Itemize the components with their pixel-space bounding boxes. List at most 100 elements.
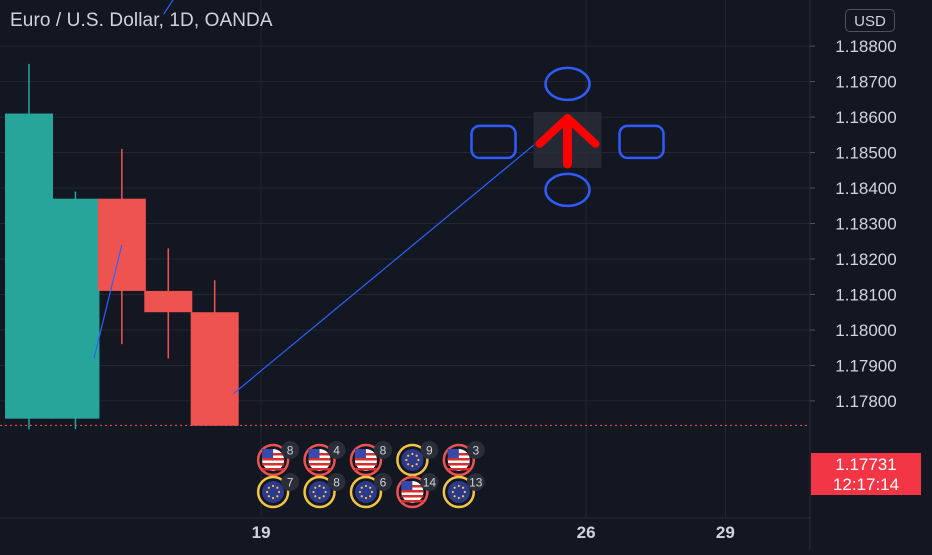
eu-flag-icon xyxy=(447,481,470,503)
currency-button[interactable]: USD xyxy=(845,9,895,32)
axes: 1.18800 1.18700 1.18600 1.18500 1.18400 1.183… xyxy=(0,0,897,550)
resize-handle[interactable] xyxy=(470,124,517,160)
symbol-title[interactable]: Euro / U.S. Dollar, 1D, OANDA xyxy=(10,10,273,31)
flag-star xyxy=(407,463,410,466)
event-marker: 4 xyxy=(303,441,346,477)
flag-stripe xyxy=(447,468,470,471)
eu-flag-icon xyxy=(401,449,424,471)
flag-star xyxy=(278,490,281,494)
event-marker: 8 xyxy=(303,473,346,509)
flag-stripe xyxy=(401,495,424,498)
eu-flag-icon xyxy=(262,481,285,503)
eu-flag-icon xyxy=(354,481,377,503)
y-tick-label: 1.17800 xyxy=(835,392,896,411)
x-tick-label: 26 xyxy=(577,523,596,542)
flag-star xyxy=(318,496,321,500)
bar-countdown: 12:17:14 xyxy=(832,475,900,494)
flag-star xyxy=(364,496,368,500)
flag-star xyxy=(369,486,372,489)
flag-stripe xyxy=(401,490,424,493)
flag-star xyxy=(322,495,325,498)
candle-body xyxy=(5,113,53,419)
flag-star xyxy=(453,486,456,489)
last-price-value: 1.17731 xyxy=(835,455,897,474)
event-count: 4 xyxy=(333,444,340,458)
trend-line xyxy=(163,0,174,15)
flag-star xyxy=(415,463,418,466)
y-tick-label: 1.18300 xyxy=(835,215,896,234)
flag-star xyxy=(276,495,279,498)
event-marker: 6 xyxy=(349,473,392,509)
flag-star xyxy=(411,464,414,468)
flag-star xyxy=(314,486,317,489)
flag-star xyxy=(360,495,363,498)
y-tick-label: 1.18200 xyxy=(835,250,896,269)
y-tick-label: 1.18000 xyxy=(835,321,896,340)
flag-stripe xyxy=(354,463,377,466)
resize-handle[interactable] xyxy=(544,172,591,208)
flag-star xyxy=(417,458,420,462)
flag-star xyxy=(457,484,460,488)
y-tick-label: 1.18500 xyxy=(835,144,896,163)
flag-star xyxy=(407,454,410,457)
flag-star xyxy=(267,495,270,498)
last-price-tag: 1.17731 12:17:14 xyxy=(811,453,921,495)
flag-stripe xyxy=(354,458,377,461)
economic-events: 8 4 8 9 3 7 8 6 14 13 xyxy=(256,441,485,509)
flag-star xyxy=(453,495,456,498)
event-marker: 13 xyxy=(442,473,485,509)
event-count: 6 xyxy=(380,476,387,490)
flag-star xyxy=(314,495,317,498)
event-marker: 14 xyxy=(396,473,439,509)
flag-stripe xyxy=(401,500,424,503)
y-tick-label: 1.18700 xyxy=(835,73,896,92)
event-count-badge xyxy=(281,441,300,459)
arrow-head-icon xyxy=(535,113,600,148)
y-tick-label: 1.18100 xyxy=(835,285,896,304)
y-tick-label: 1.18800 xyxy=(835,37,896,56)
event-count-badge xyxy=(420,441,439,459)
flag-stripe xyxy=(308,463,331,466)
flag-canton xyxy=(447,449,459,458)
y-tick-label: 1.17900 xyxy=(835,356,896,375)
event-count-badge xyxy=(327,473,346,491)
arrow-drawing[interactable] xyxy=(470,66,665,208)
flag-star xyxy=(322,486,325,489)
y-tick-label: 1.18600 xyxy=(835,108,896,127)
event-count: 14 xyxy=(423,476,437,490)
flag-canton xyxy=(262,449,274,458)
event-marker: 3 xyxy=(442,441,485,477)
candle-body xyxy=(190,312,239,426)
eu-flag-icon xyxy=(308,481,331,503)
resize-handle[interactable] xyxy=(618,124,665,160)
event-count-badge xyxy=(466,441,485,459)
x-tick-label: 29 xyxy=(716,523,735,542)
candle-body xyxy=(51,198,100,419)
resize-handle[interactable] xyxy=(544,66,591,102)
flag-star xyxy=(369,495,372,498)
event-marker: 9 xyxy=(396,441,439,477)
event-count-badge xyxy=(420,473,439,491)
flag-star xyxy=(276,486,279,489)
flag-star xyxy=(364,484,368,488)
event-count-badge xyxy=(466,473,485,491)
flag-canton xyxy=(401,481,413,490)
flag-star xyxy=(266,490,269,494)
flag-star xyxy=(415,454,418,457)
flag-stripe xyxy=(308,458,331,461)
flag-star xyxy=(461,486,465,489)
flag-star xyxy=(457,496,460,500)
event-count-badge xyxy=(327,441,346,459)
event-marker: 7 xyxy=(256,473,300,509)
flag-stripe xyxy=(447,458,470,461)
flag-star xyxy=(451,490,454,494)
flag-stripe xyxy=(262,468,285,471)
event-marker: 8 xyxy=(256,441,300,477)
event-count: 7 xyxy=(287,476,294,490)
event-count: 8 xyxy=(287,444,294,458)
flag-star xyxy=(272,496,275,500)
trend-line xyxy=(93,244,123,359)
flag-stripe xyxy=(354,468,377,471)
